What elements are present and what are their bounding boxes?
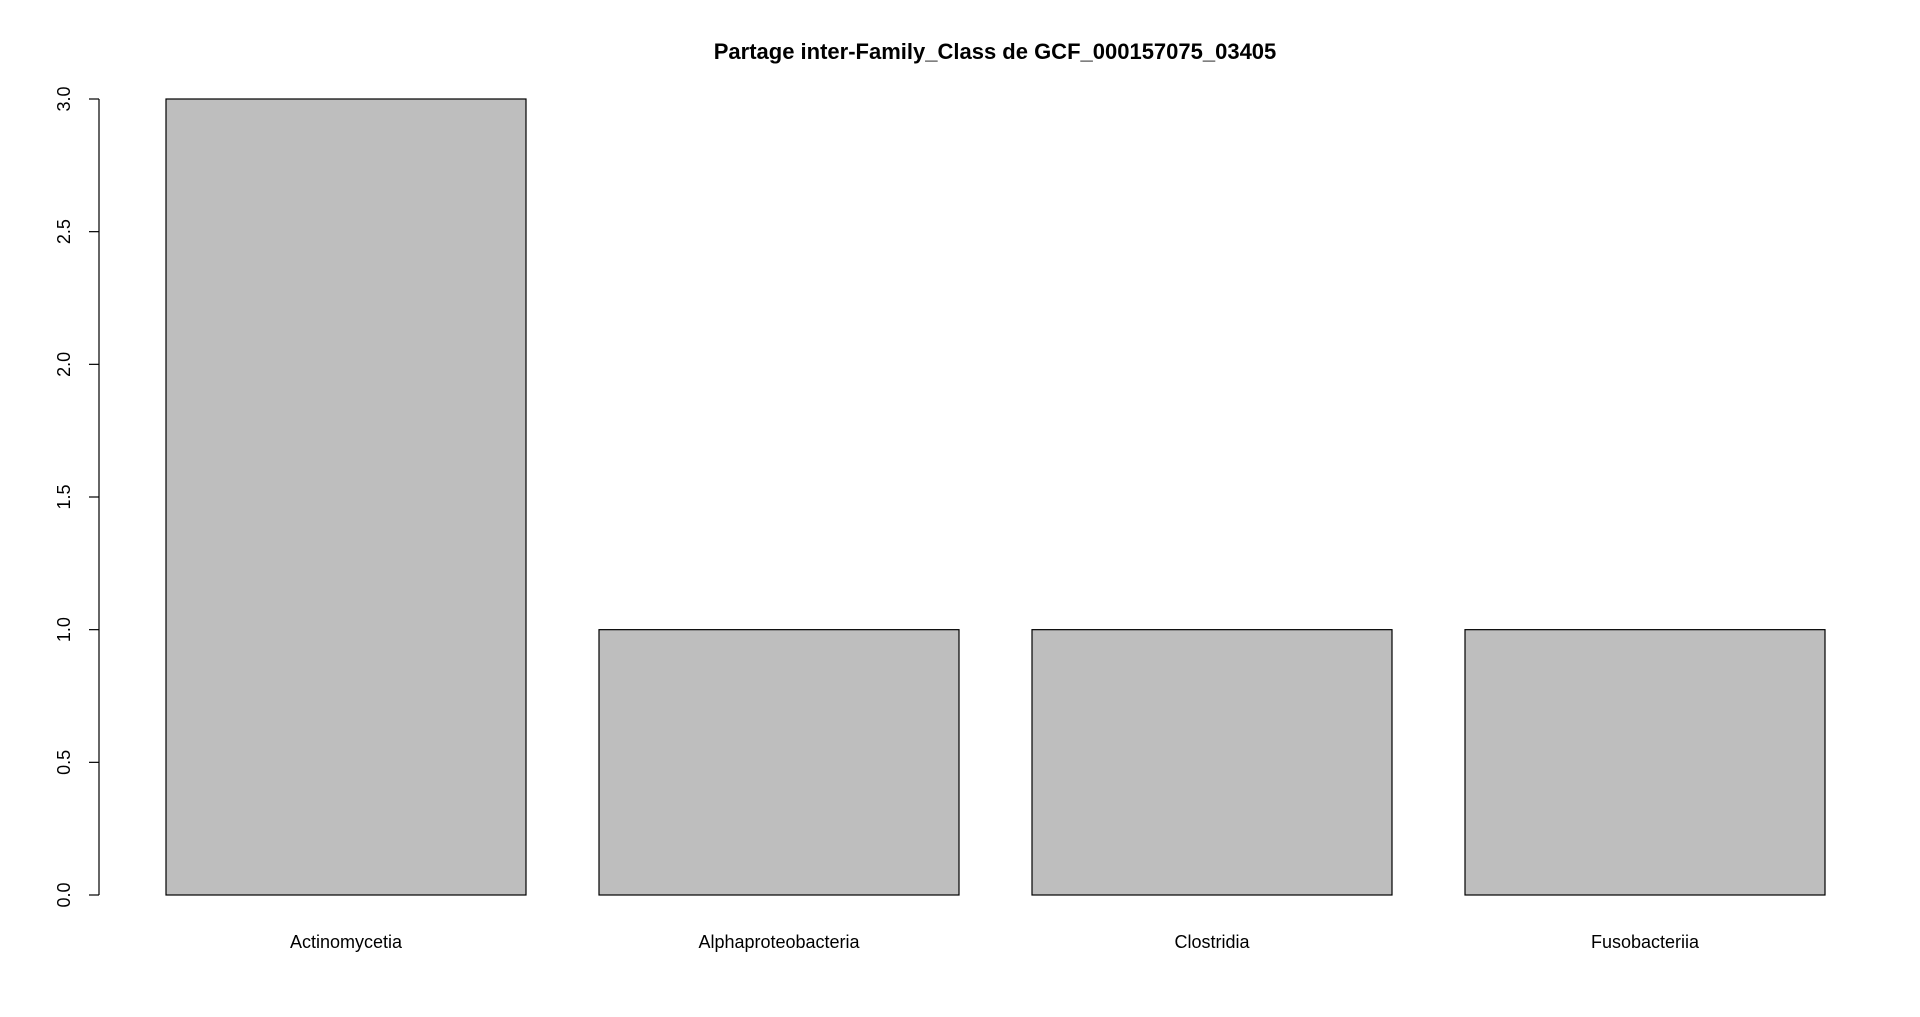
y-tick-label: 1.0 — [54, 617, 74, 642]
category-label: Alphaproteobacteria — [698, 932, 860, 952]
y-tick-label: 3.0 — [54, 86, 74, 111]
category-label: Clostridia — [1174, 932, 1250, 952]
bars-group — [165, 98, 1826, 896]
category-label: Fusobacteriia — [1591, 932, 1700, 952]
bar-actinomycetia — [165, 98, 527, 896]
y-tick-label: 0.0 — [54, 882, 74, 907]
y-tick-label: 0.5 — [54, 750, 74, 775]
y-tick-label: 2.5 — [54, 219, 74, 244]
bar-fusobacteriia — [1464, 629, 1826, 896]
bar-clostridia — [1031, 629, 1393, 896]
bar-alphaproteobacteria — [598, 629, 960, 896]
y-axis: 0.0 0.5 1.0 1.5 2.0 2.5 3.0 — [54, 86, 100, 908]
y-tick-label: 1.5 — [54, 484, 74, 509]
chart-title: Partage inter-Family_Class de GCF_000157… — [714, 39, 1277, 64]
category-label: Actinomycetia — [290, 932, 403, 952]
category-labels: Actinomycetia Alphaproteobacteria Clostrid… — [290, 932, 1700, 952]
y-tick-label: 2.0 — [54, 352, 74, 377]
